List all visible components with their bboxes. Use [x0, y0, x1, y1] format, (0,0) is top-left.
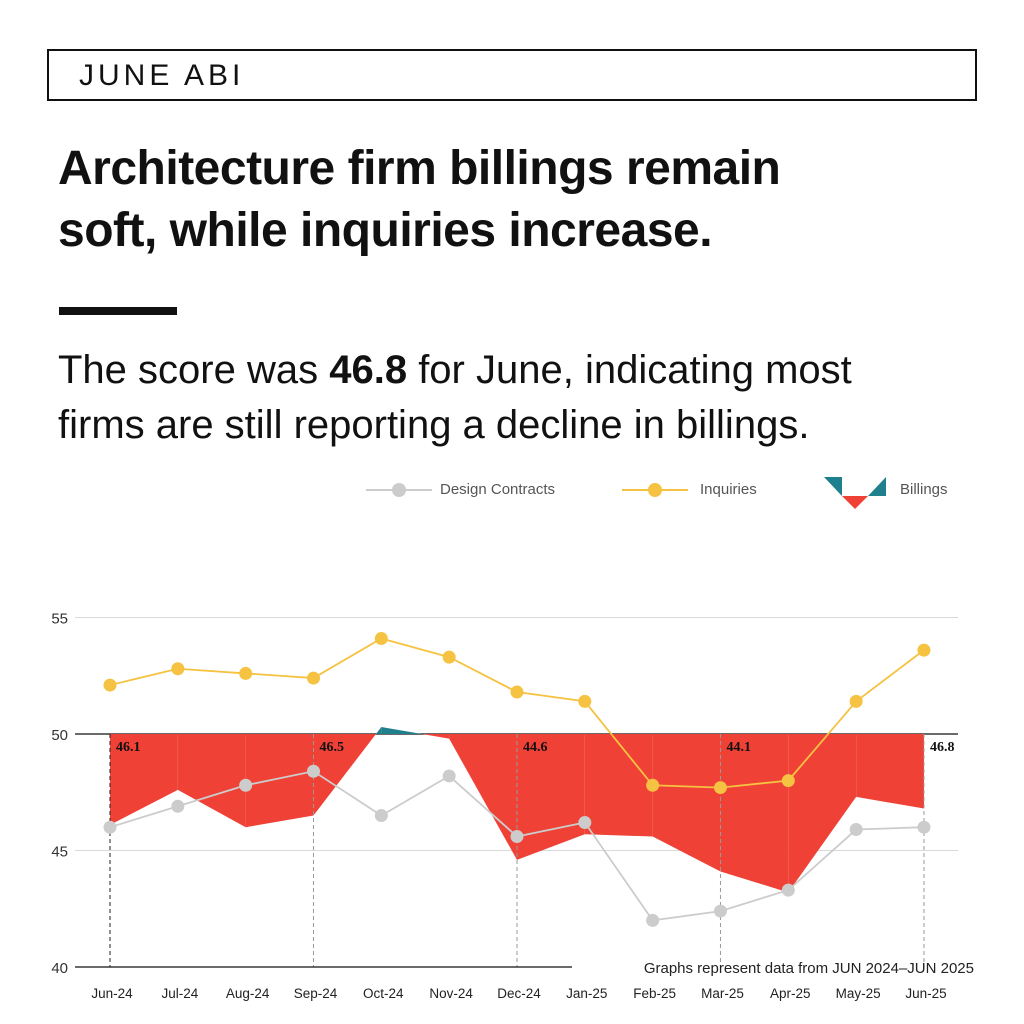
billings-value-label: 46.5	[319, 740, 344, 755]
billings-swatch-icon	[824, 477, 886, 509]
x-tick-label: Jun-24	[91, 986, 133, 1001]
headline-line-1: Architecture firm billings remain	[58, 142, 781, 195]
x-tick-label: Dec-24	[497, 986, 541, 1001]
design-contracts-point	[374, 809, 388, 823]
design-contracts-point	[171, 799, 185, 813]
lede-line-1: The score was 46.8 for June, indicating …	[58, 343, 998, 398]
billings-area-segment	[422, 734, 450, 739]
billings-area-segment	[313, 734, 376, 816]
data-range-note: Graphs represent data from JUN 2024–JUN …	[644, 960, 974, 977]
legend-label-billings: Billings	[900, 481, 948, 498]
billings-area-segment	[584, 734, 653, 837]
design-contracts-point	[646, 913, 660, 927]
lede: The score was 46.8 for June, indicating …	[58, 343, 998, 453]
billings-value-label: 44.6	[523, 740, 548, 755]
y-tick-label: 50	[51, 727, 68, 744]
design-contracts-point	[510, 830, 524, 844]
billings-value-label: 44.1	[726, 740, 751, 755]
inquiries-point	[510, 685, 524, 699]
billings-area-segment	[449, 734, 517, 860]
inquiries-point	[171, 662, 185, 676]
x-tick-label: Jul-24	[161, 986, 198, 1001]
lede-text-after: for June, indicating most	[407, 348, 852, 392]
inquiries-point	[103, 678, 117, 692]
inquiries-point	[849, 694, 863, 708]
inquiries-swatch-icon	[622, 483, 688, 497]
x-tick-label: Aug-24	[226, 986, 270, 1001]
billings-area-segment	[720, 734, 789, 893]
y-tick-label: 55	[51, 611, 68, 628]
inquiries-point	[917, 643, 931, 657]
x-tick-label: Feb-25	[633, 986, 676, 1001]
design-contracts-point	[917, 820, 931, 834]
y-tick-label: 40	[51, 960, 68, 977]
x-tick-label: Jun-25	[905, 986, 946, 1001]
design-contracts-point	[103, 820, 117, 834]
design-contracts-swatch-icon	[366, 483, 432, 497]
design-contracts-point	[781, 883, 795, 897]
inquiries-point	[306, 671, 320, 685]
inquiries-point	[442, 650, 456, 664]
divider-rule	[59, 307, 177, 315]
billings-area-segment	[652, 734, 721, 872]
x-tick-label: Apr-25	[770, 986, 811, 1001]
lede-text-before: The score was	[58, 348, 330, 392]
inquiries-point	[239, 666, 253, 680]
inquiries-point	[781, 774, 795, 788]
billings-area-segment	[788, 734, 857, 893]
billings-value-label: 46.8	[930, 740, 955, 755]
inquiries-point	[646, 778, 660, 792]
billings-area-segment	[375, 727, 382, 734]
design-contracts-point	[713, 904, 727, 918]
abi-chart: 46.1 46.5 44.6 44.1 46.8 40 45 50 55 Graphs repr…	[51, 611, 974, 1002]
design-contracts-point	[306, 764, 320, 778]
billings-area-segment	[177, 734, 246, 828]
billings-area-segment	[381, 727, 423, 734]
legend-label-inquiries: Inquiries	[700, 481, 757, 498]
design-contracts-point	[849, 823, 863, 837]
lede-score: 46.8	[329, 348, 408, 392]
inquiries-point	[374, 631, 388, 645]
chart-legend: Design Contracts Inquiries Billings	[0, 476, 1024, 509]
design-contracts-point	[442, 769, 456, 783]
header-box: JUNE ABI	[47, 49, 977, 101]
design-contracts-point	[578, 816, 592, 830]
billings-area-segment	[245, 734, 314, 828]
billings-value-label: 46.1	[116, 740, 141, 755]
lede-line-2: firms are still reporting a decline in b…	[58, 403, 810, 447]
headline-line-2: soft, while inquiries increase.	[58, 204, 713, 257]
headline: Architecture firm billings remain soft, …	[58, 138, 958, 262]
x-tick-label: Jan-25	[566, 986, 607, 1001]
inquiries-point	[578, 694, 592, 708]
inquiries-point	[713, 781, 727, 795]
y-tick-label: 45	[51, 844, 68, 861]
billings-area-segment	[516, 734, 585, 860]
x-tick-label: Sep-24	[294, 986, 338, 1001]
x-tick-label: May-25	[836, 986, 881, 1001]
legend-label-design-contracts: Design Contracts	[440, 481, 556, 498]
x-tick-label: Oct-24	[363, 986, 404, 1001]
billings-area-segment	[856, 734, 924, 809]
x-tick-label: Nov-24	[429, 986, 473, 1001]
x-tick-label: Mar-25	[701, 986, 744, 1001]
billings-area-segment	[110, 734, 178, 825]
header-title: JUNE ABI	[79, 59, 245, 92]
design-contracts-point	[239, 778, 253, 792]
